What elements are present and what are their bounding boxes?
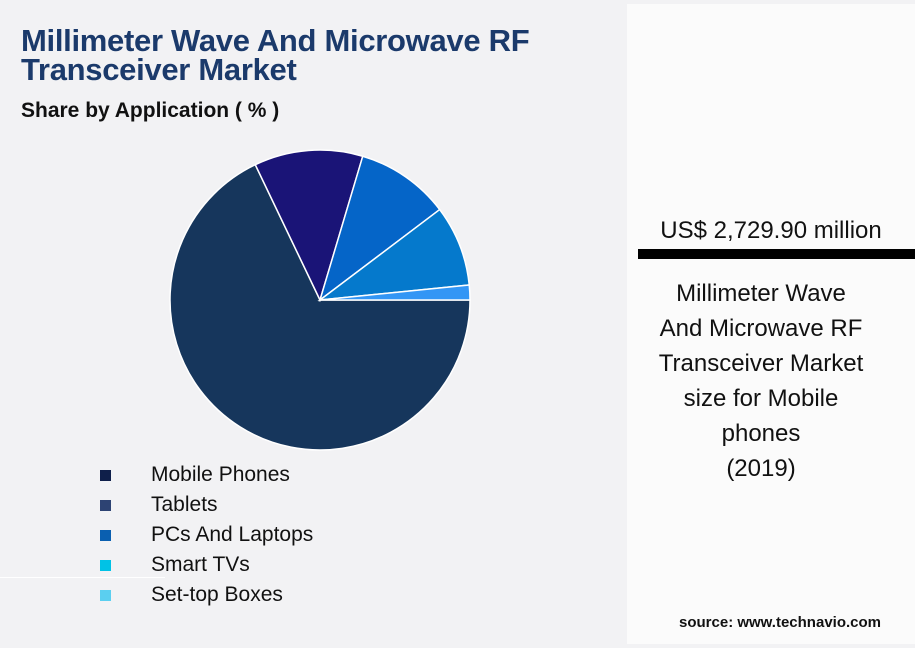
pie-slice-set-top-boxes xyxy=(319,284,471,301)
legend-label: Smart TVs xyxy=(151,553,250,576)
legend-swatch-icon xyxy=(100,589,111,601)
legend-item-set-top-boxes: Set-top Boxes xyxy=(100,580,313,610)
pie-slice-mobile-phones xyxy=(169,163,471,451)
pie-slice-smart-tvs xyxy=(317,208,471,302)
divider xyxy=(0,577,165,578)
legend-swatch-icon xyxy=(100,499,111,511)
legend-swatch-icon xyxy=(100,469,111,481)
pie-chart xyxy=(169,149,471,451)
legend-label: Tablets xyxy=(151,493,218,516)
pie-slice-pcs-and-laptops xyxy=(318,155,441,302)
legend-item-mobile-phones: Mobile Phones xyxy=(100,460,313,490)
source-credit: source: www.technavio.com xyxy=(679,614,881,631)
legend-item-tablets: Tablets xyxy=(100,490,313,520)
legend: Mobile Phones Tablets PCs And Laptops Sm… xyxy=(100,460,313,610)
legend-item-smart-tvs: Smart TVs xyxy=(100,550,313,580)
legend-swatch-icon xyxy=(100,529,111,541)
pie-slice-tablets xyxy=(254,149,364,303)
kpi-underline-bar xyxy=(638,249,915,259)
legend-label: Mobile Phones xyxy=(151,463,290,486)
chart-subtitle: Share by Application ( % ) xyxy=(21,99,280,122)
kpi-panel: US$ 2,729.90 million Millimeter Wave And… xyxy=(627,4,915,644)
legend-label: PCs And Laptops xyxy=(151,523,314,546)
kpi-value: US$ 2,729.90 million xyxy=(660,217,882,244)
legend-label: Set-top Boxes xyxy=(151,583,283,606)
kpi-description: Millimeter Wave And Microwave RF Transce… xyxy=(658,280,864,482)
chart-title: Millimeter Wave And Microwave RF Transce… xyxy=(21,23,530,87)
legend-item-pcs-and-laptops: PCs And Laptops xyxy=(100,520,313,550)
legend-swatch-icon xyxy=(100,559,111,571)
